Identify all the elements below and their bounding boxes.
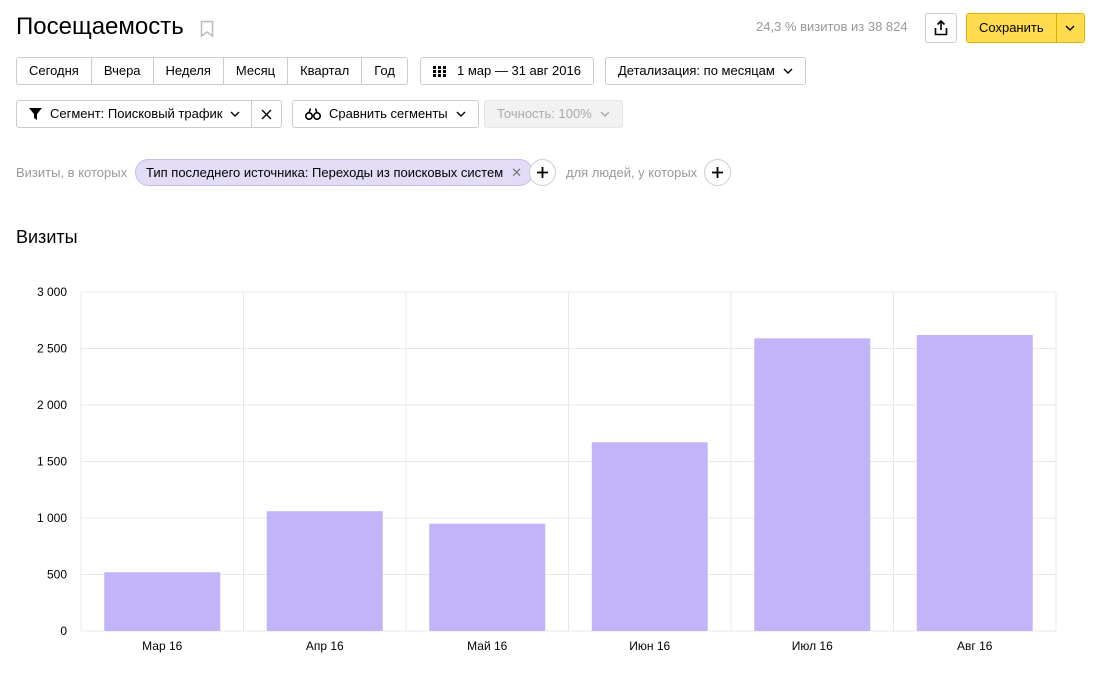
segment-label: Сегмент: Поисковый трафик: [50, 106, 223, 121]
chart-heading: Визиты: [16, 227, 78, 247]
chevron-down-icon: [1065, 25, 1075, 31]
bar[interactable]: [429, 523, 546, 631]
compare-icon: [305, 108, 321, 120]
date-range-button[interactable]: 1 мар — 31 авг 2016: [420, 57, 594, 85]
y-tick-label: 2 000: [37, 398, 67, 412]
chart-grid: [80, 291, 1057, 632]
precision-label: Точность: 100%: [497, 106, 592, 121]
plus-icon: [712, 167, 723, 178]
save-button-group: Сохранить: [966, 13, 1085, 43]
save-options-button[interactable]: [1055, 14, 1084, 42]
people-filter-label: для людей, у которых: [566, 165, 698, 180]
filter-chip[interactable]: Тип последнего источника: Переходы из по…: [135, 159, 534, 186]
x-tick-label: Апр 16: [306, 639, 344, 653]
period-yesterday[interactable]: Вчера: [92, 58, 154, 84]
share-button[interactable]: [925, 13, 957, 43]
clear-segment-button[interactable]: [251, 100, 282, 128]
y-tick-label: 2 500: [37, 342, 67, 356]
compare-segments-dropdown[interactable]: Сравнить сегменты: [292, 100, 479, 128]
chevron-down-icon: [230, 111, 240, 117]
visits-filter-label: Визиты, в которых: [16, 165, 128, 180]
filter-icon: [29, 108, 42, 120]
bar[interactable]: [266, 511, 383, 631]
save-button[interactable]: Сохранить: [967, 14, 1056, 42]
precision-dropdown: Точность: 100%: [484, 100, 623, 128]
period-today[interactable]: Сегодня: [17, 58, 92, 84]
x-tick-label: Июн 16: [629, 639, 670, 653]
visits-bar-chart: 0 500 1 000 1 500 2 000 2 500 3 000 Мар 16 Апр …: [37, 285, 1057, 653]
chart-bars: [104, 334, 1033, 631]
y-tick-label: 500: [47, 568, 67, 582]
x-axis-ticks: Мар 16 Апр 16 Май 16 Июн 16 Июл 16 Авг 16: [142, 639, 993, 653]
period-quarter[interactable]: Квартал: [288, 58, 363, 84]
x-tick-label: Авг 16: [957, 639, 993, 653]
date-range-label: 1 мар — 31 авг 2016: [457, 63, 581, 78]
add-people-filter-button[interactable]: [704, 159, 731, 186]
bar[interactable]: [591, 442, 708, 631]
plus-icon: [537, 167, 548, 178]
period-week[interactable]: Неделя: [154, 58, 224, 84]
detail-dropdown[interactable]: Детализация: по месяцам: [605, 57, 806, 85]
calendar-icon: [433, 65, 446, 77]
bar[interactable]: [104, 572, 221, 631]
add-visit-filter-button[interactable]: [529, 159, 556, 186]
x-tick-label: Май 16: [467, 639, 508, 653]
bookmark-icon[interactable]: [200, 20, 214, 38]
detail-label: Детализация: по месяцам: [618, 63, 775, 78]
bar[interactable]: [754, 338, 871, 631]
compare-label: Сравнить сегменты: [329, 106, 448, 121]
y-axis-ticks: 0 500 1 000 1 500 2 000 2 500 3 000: [37, 285, 67, 638]
chevron-down-icon: [600, 111, 610, 117]
y-tick-label: 0: [60, 624, 67, 638]
bar[interactable]: [916, 334, 1033, 631]
segment-dropdown[interactable]: Сегмент: Поисковый трафик: [16, 100, 254, 128]
close-icon: [261, 109, 272, 119]
visits-summary: 24,3 % визитов из 38 824: [756, 19, 908, 34]
period-year[interactable]: Год: [374, 63, 395, 78]
y-tick-label: 1 000: [37, 511, 67, 525]
y-tick-label: 3 000: [37, 285, 67, 299]
filter-chip-label: Тип последнего источника: Переходы из по…: [146, 165, 504, 180]
y-tick-label: 1 500: [37, 455, 67, 469]
x-tick-label: Июл 16: [792, 639, 833, 653]
chevron-down-icon: [783, 68, 793, 74]
share-icon: [934, 20, 948, 36]
period-month[interactable]: Месяц: [224, 58, 289, 84]
remove-filter-icon[interactable]: ✕: [511, 165, 523, 180]
x-tick-label: Мар 16: [142, 639, 182, 653]
period-tabs: Сегодня Вчера Неделя Месяц Квартал Год: [16, 57, 408, 85]
page-title: Посещаемость: [16, 13, 184, 40]
chevron-down-icon: [456, 111, 466, 117]
